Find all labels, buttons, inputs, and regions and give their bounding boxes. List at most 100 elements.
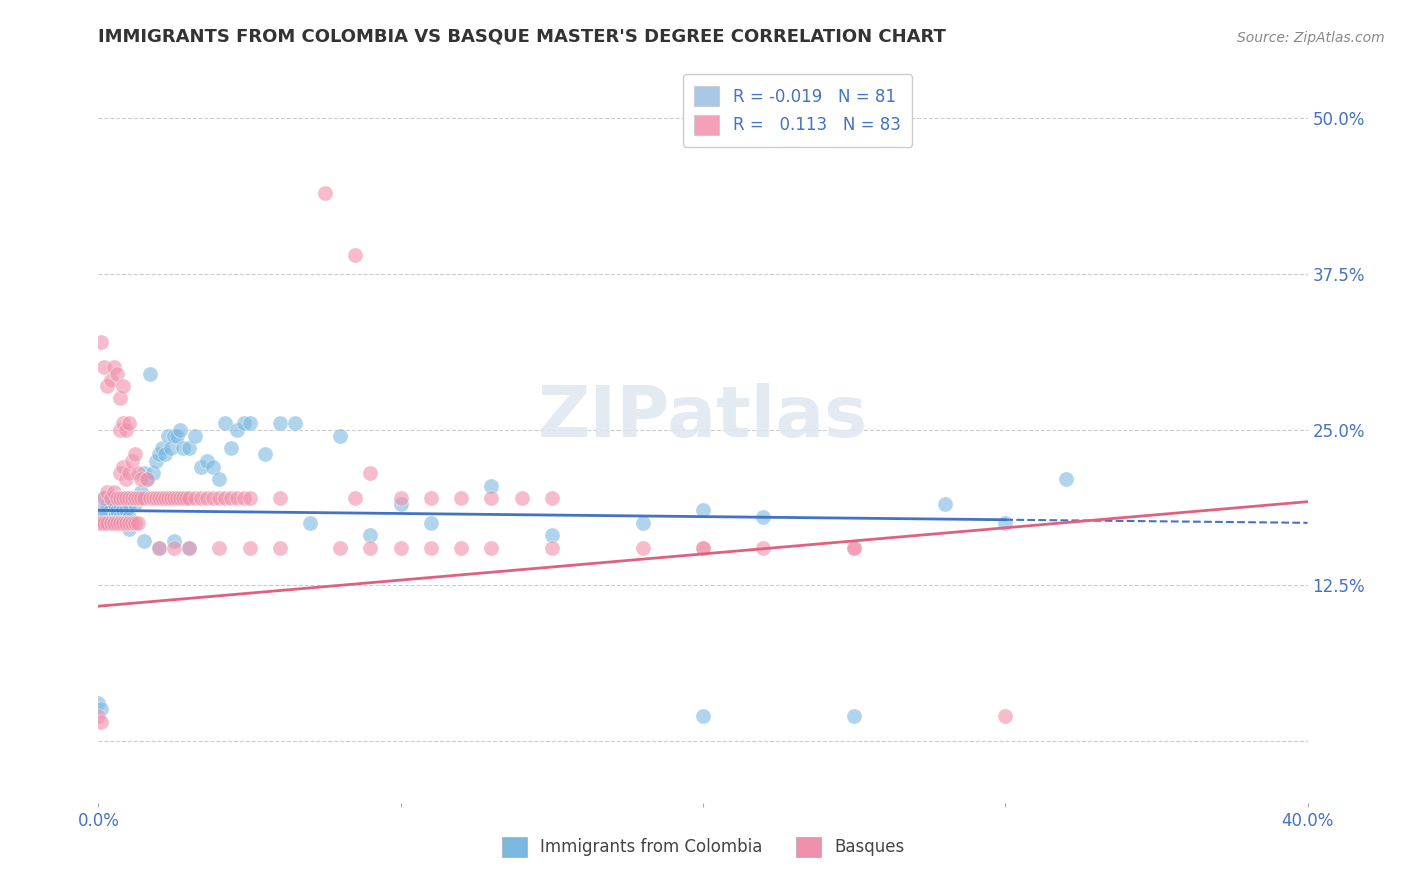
Point <box>87 696 110 710</box>
Point <box>111 491 134 505</box>
Point <box>105 367 128 381</box>
Point <box>631 541 654 555</box>
Point <box>239 491 262 505</box>
Point <box>121 453 143 467</box>
Point <box>232 417 254 431</box>
Point <box>269 541 291 555</box>
Point <box>163 534 186 549</box>
Point <box>450 541 472 555</box>
Point <box>420 516 443 530</box>
Point <box>510 491 533 505</box>
Point <box>108 423 131 437</box>
Point <box>221 441 243 455</box>
Point <box>420 491 443 505</box>
Point <box>179 541 201 555</box>
Point <box>934 497 956 511</box>
Point <box>124 447 146 461</box>
Point <box>184 491 207 505</box>
Point <box>111 417 134 431</box>
Point <box>172 441 194 455</box>
Point <box>156 428 179 442</box>
Point <box>540 541 562 555</box>
Point <box>221 491 243 505</box>
Point <box>160 441 183 455</box>
Point <box>111 516 134 530</box>
Point <box>844 708 866 723</box>
Point <box>114 472 136 486</box>
Point <box>148 541 170 555</box>
Point <box>148 541 170 555</box>
Point <box>103 484 125 499</box>
Point <box>389 541 412 555</box>
Point <box>450 491 472 505</box>
Point <box>93 360 115 375</box>
Point <box>108 516 131 530</box>
Point <box>132 466 155 480</box>
Point <box>100 491 122 505</box>
Point <box>90 509 112 524</box>
Point <box>87 708 110 723</box>
Point <box>103 516 125 530</box>
Point <box>540 491 562 505</box>
Point <box>195 491 218 505</box>
Point <box>132 534 155 549</box>
Point <box>111 503 134 517</box>
Point <box>118 509 141 524</box>
Point <box>127 491 149 505</box>
Point <box>226 491 249 505</box>
Point <box>752 509 775 524</box>
Point <box>108 509 131 524</box>
Point <box>103 516 125 530</box>
Point <box>124 516 146 530</box>
Point <box>360 541 382 555</box>
Point <box>90 503 112 517</box>
Point <box>481 541 503 555</box>
Point <box>540 528 562 542</box>
Point <box>121 491 143 505</box>
Point <box>190 491 212 505</box>
Point <box>153 491 176 505</box>
Point <box>108 497 131 511</box>
Point <box>93 491 115 505</box>
Point <box>124 497 146 511</box>
Point <box>96 516 118 530</box>
Point <box>114 503 136 517</box>
Point <box>174 491 197 505</box>
Point <box>1054 472 1077 486</box>
Point <box>360 466 382 480</box>
Legend: Immigrants from Colombia, Basques: Immigrants from Colombia, Basques <box>491 825 915 869</box>
Point <box>100 516 122 530</box>
Point <box>994 516 1017 530</box>
Point <box>150 441 173 455</box>
Point <box>108 516 131 530</box>
Text: Source: ZipAtlas.com: Source: ZipAtlas.com <box>1237 31 1385 45</box>
Point <box>118 497 141 511</box>
Point <box>148 447 170 461</box>
Point <box>145 491 167 505</box>
Point <box>253 447 276 461</box>
Point <box>118 522 141 536</box>
Point <box>692 541 714 555</box>
Point <box>208 472 231 486</box>
Point <box>142 466 165 480</box>
Point <box>179 541 201 555</box>
Point <box>269 417 291 431</box>
Point <box>105 491 128 505</box>
Point <box>114 516 136 530</box>
Point <box>153 447 176 461</box>
Point <box>232 491 254 505</box>
Point <box>163 428 186 442</box>
Point <box>329 541 352 555</box>
Point <box>127 466 149 480</box>
Point <box>202 459 225 474</box>
Text: ZIPatlas: ZIPatlas <box>538 384 868 452</box>
Point <box>111 491 134 505</box>
Point <box>96 516 118 530</box>
Text: IMMIGRANTS FROM COLOMBIA VS BASQUE MASTER'S DEGREE CORRELATION CHART: IMMIGRANTS FROM COLOMBIA VS BASQUE MASTE… <box>98 28 946 45</box>
Point <box>166 491 188 505</box>
Point <box>344 491 367 505</box>
Point <box>111 379 134 393</box>
Point <box>108 392 131 406</box>
Point <box>752 541 775 555</box>
Point <box>163 541 186 555</box>
